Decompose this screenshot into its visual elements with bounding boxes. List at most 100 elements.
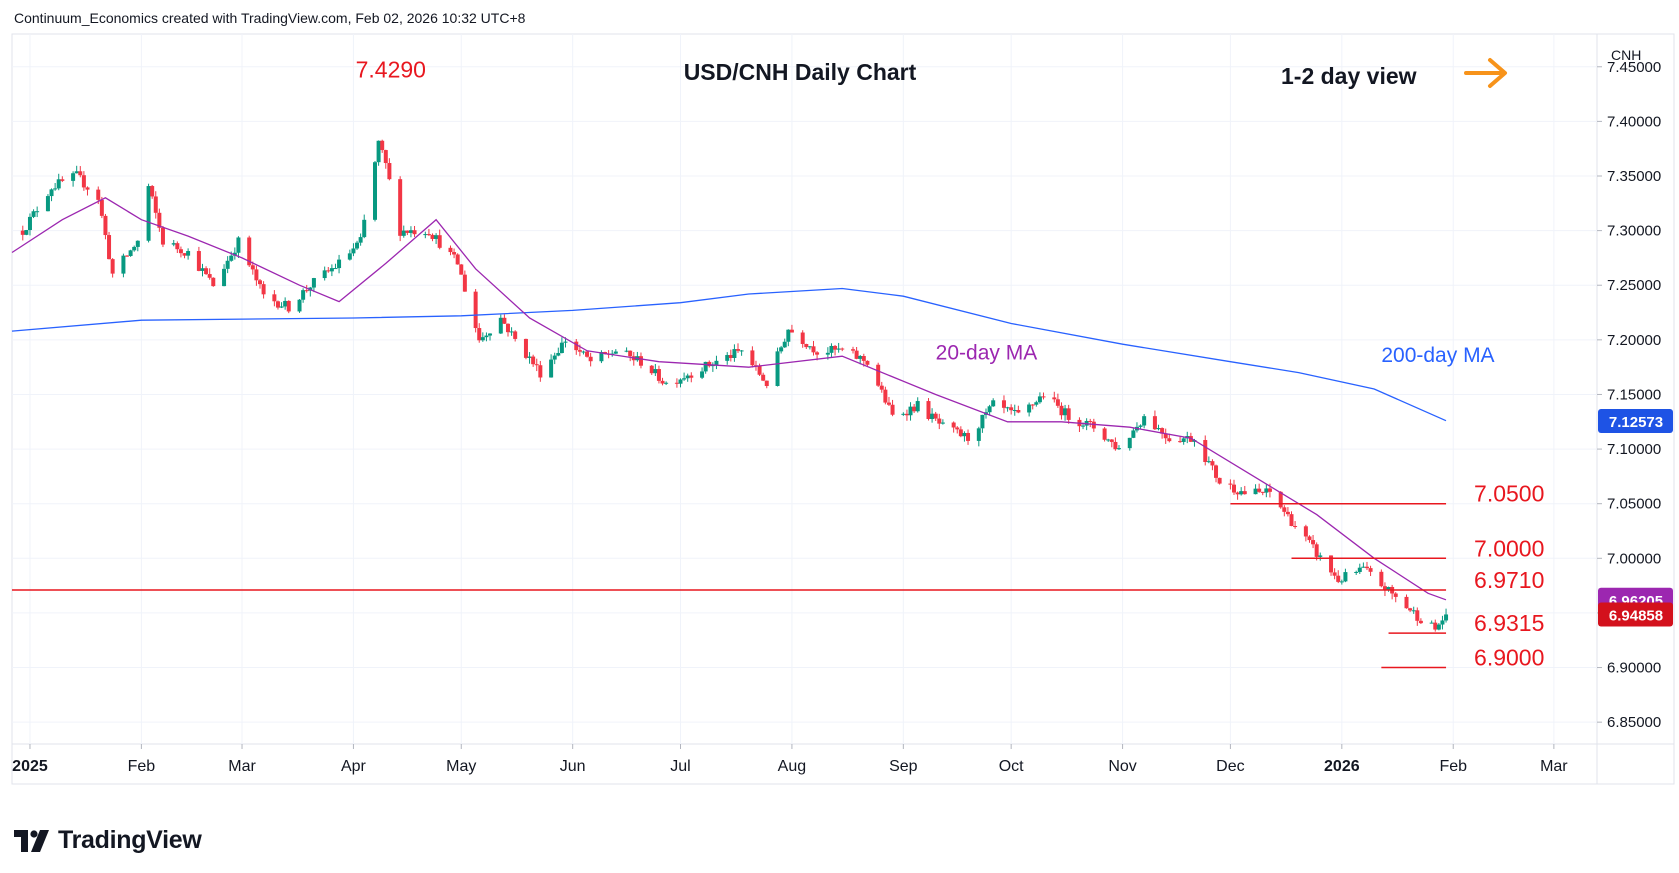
price-tag-box [1598,408,1673,433]
candle-body [1030,404,1035,406]
price-tag-box [1598,602,1673,627]
candle-body [71,173,76,181]
candle-body [225,260,230,269]
candle-body [1239,491,1244,495]
time-tick-label: Sep [889,758,918,775]
candle-body [1364,566,1369,569]
candle-body [563,341,568,343]
candle-body [261,284,266,295]
candle-body [1034,402,1039,405]
candle-body [1285,511,1290,515]
candle-body [257,280,262,285]
candle-body [879,385,884,390]
candle-body [1091,421,1096,429]
candle-body [27,216,32,231]
candle-body [527,356,532,358]
candle-body [1393,593,1398,597]
candle-body [1282,507,1287,512]
candle-body [135,240,140,247]
candle-body [1418,620,1423,624]
tradingview-logo[interactable]: TradingView [14,826,202,855]
candle-body [1163,433,1168,439]
candle-body [1152,416,1157,430]
candle-body [398,179,403,236]
candle-body [182,253,187,256]
candle-body [883,389,888,403]
candle-body [171,243,176,245]
candle-body [24,230,29,235]
price-tick-label: 7.05000 [1607,496,1661,513]
candle-body [1001,400,1006,408]
candle-body [1368,568,1373,572]
candle-body [1307,536,1312,541]
candle-body [121,255,126,274]
candle-body [1354,571,1359,573]
candle-body [1005,407,1010,409]
candle-body [322,270,327,279]
candle-body [125,255,130,257]
price-tick-label: 7.40000 [1607,113,1661,130]
currency-label[interactable]: CNH [1611,47,1641,63]
price-tick-label: 7.15000 [1607,386,1661,403]
candle-body [649,365,654,374]
candle-body [351,248,356,254]
candle-body [56,179,61,189]
candle-body [559,342,564,354]
candle-body [376,140,381,163]
time-tick-label: Jun [560,758,586,775]
candle-body [1138,425,1143,427]
candle-body [297,299,302,312]
candle-body [53,188,58,190]
candle-body [1336,575,1341,582]
candle-body [908,406,913,416]
candle-body [247,237,252,266]
candle-body [976,428,981,441]
candle-body [1156,428,1161,430]
candle-body [728,355,733,358]
price-tick-label: 7.10000 [1607,441,1661,458]
price-tick-label: 6.90000 [1607,660,1661,677]
candle-body [107,235,112,260]
candle-body [890,404,895,415]
candle-body [128,250,133,256]
candle-body [682,378,687,380]
candle-body [685,375,690,379]
tradingview-logo-icon [14,829,49,852]
time-tick-label: Nov [1108,758,1136,775]
candle-body [1102,428,1107,440]
price-tick-label: 7.45000 [1607,59,1661,76]
candle-body [833,345,838,350]
candle-body [337,259,342,269]
candle-body [401,230,406,236]
candle-body [1433,622,1438,630]
candle-body [966,432,971,441]
candle-body [304,290,309,292]
candle-body [513,331,518,339]
level-label: 7.0500 [1474,481,1544,507]
candle-body [1343,572,1348,582]
candle-body [1210,461,1215,466]
candle-body [1206,461,1211,463]
candle-body [523,338,528,358]
candle-body [707,361,712,367]
candle-body [498,317,503,334]
candle-body [739,350,744,352]
candle-body [552,355,557,360]
candle-body [775,351,780,387]
level-label: 6.9315 [1474,610,1544,636]
time-tick-label: Mar [228,758,256,775]
candle-body [1379,571,1384,587]
ma20-line [11,197,1447,601]
candle-body [703,361,708,372]
time-tick-label: Dec [1216,758,1244,775]
candle-body [1127,437,1132,449]
candle-body [20,230,25,235]
candle-body [786,329,791,342]
candle-body [362,219,367,238]
ma200-line [11,287,1447,422]
candle-body [480,337,485,341]
candle-body [628,350,633,357]
candle-body [538,365,543,378]
candle-body [1016,410,1021,413]
